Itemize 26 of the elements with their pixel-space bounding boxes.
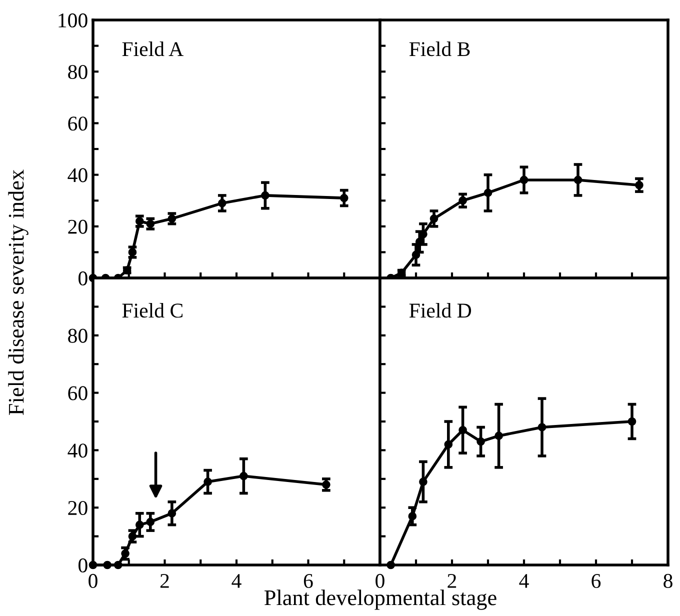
y-tick-label: 20 bbox=[68, 500, 88, 516]
x-tick-label: 2 bbox=[448, 574, 456, 588]
y-tick-label: 60 bbox=[68, 116, 88, 131]
x-tick-label: 4 bbox=[232, 574, 242, 588]
y-tick-label: 40 bbox=[68, 168, 88, 182]
y-tick-label: 80 bbox=[68, 64, 88, 80]
x-tick-label: 2 bbox=[160, 574, 169, 588]
x-tick-label: 6 bbox=[592, 574, 601, 588]
y-tick-label: 40 bbox=[68, 444, 88, 458]
annotation: Field D bbox=[409, 302, 472, 318]
y-tick-label: 20 bbox=[68, 220, 88, 234]
y-axis-title: Field disease severity index bbox=[8, 170, 28, 415]
x-tick-label: 0 bbox=[376, 574, 384, 588]
x-tick-label: 6 bbox=[304, 574, 313, 588]
y-tick-label: 60 bbox=[68, 386, 88, 400]
x-tick-label: 4 bbox=[519, 574, 529, 588]
x-tick-label: 8 bbox=[664, 574, 672, 588]
y-tick-label: 0 bbox=[78, 271, 88, 286]
annotation: Field B bbox=[409, 42, 470, 56]
annotation: Field A bbox=[122, 42, 184, 56]
x-axis-title: Plant developmental stage bbox=[264, 590, 496, 610]
x-tick-label: 0 bbox=[88, 574, 98, 588]
annotation: Field C bbox=[122, 302, 182, 318]
y-tick-label: 0 bbox=[78, 558, 88, 572]
y-tick-label: 100 bbox=[58, 13, 88, 28]
y-tick-label: 80 bbox=[68, 328, 88, 343]
